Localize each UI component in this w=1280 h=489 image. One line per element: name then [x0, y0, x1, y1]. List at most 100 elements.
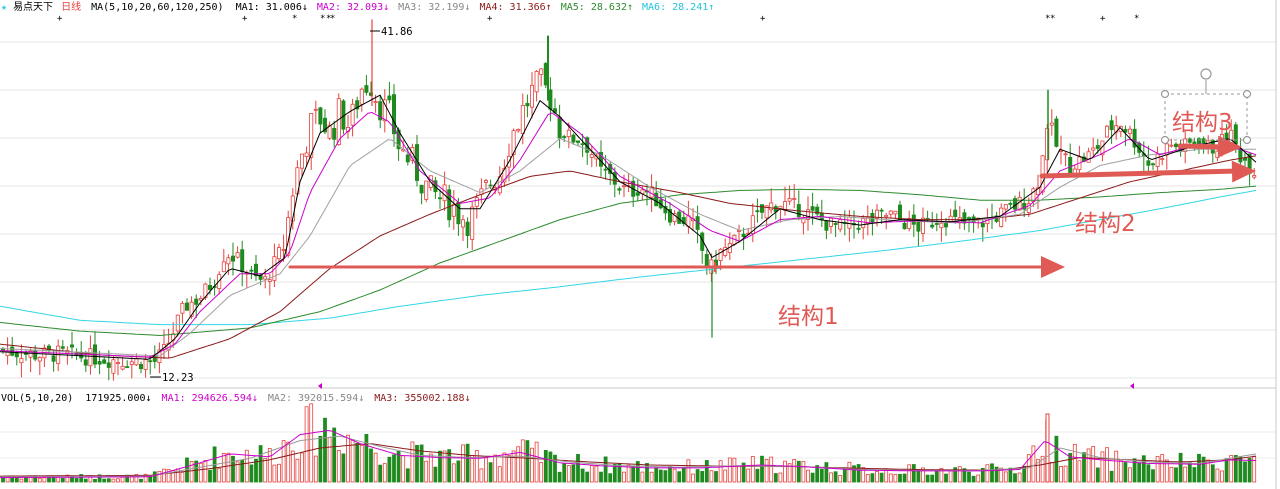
candle-body: [1187, 138, 1192, 143]
candle-body: [1174, 143, 1179, 148]
candle: [460, 215, 465, 241]
candle: [1160, 156, 1165, 166]
candle-body: [355, 100, 360, 110]
candle: [474, 193, 479, 219]
volume-bar: [571, 464, 576, 483]
arrow-head: [1231, 160, 1256, 183]
candle: [672, 210, 677, 226]
candle: [755, 198, 760, 223]
volume-bar: [773, 473, 778, 483]
event-marker: *: [320, 14, 325, 24]
period-label[interactable]: 日线: [61, 0, 81, 13]
stock-name[interactable]: 易点天下: [13, 1, 53, 13]
volume-bar: [852, 465, 856, 483]
candle-body: [235, 252, 240, 258]
candle-body: [723, 247, 728, 256]
candle-body: [548, 89, 553, 110]
candle: [576, 140, 581, 146]
volume-bar: [1059, 466, 1063, 483]
volume-bar: [281, 440, 286, 483]
ma-spec[interactable]: MA(5,10,20,60,120,250): [91, 2, 223, 13]
volume-bar: [194, 460, 199, 483]
event-markers[interactable]: + + * * ** + + * * + *: [57, 14, 1139, 389]
candle-body: [769, 202, 774, 211]
event-marker: +: [57, 14, 63, 24]
candle-body: [350, 103, 355, 126]
event-marker: *: [1134, 14, 1139, 24]
volume-bar: [102, 478, 107, 483]
candle: [1003, 204, 1008, 222]
volume-bar: [1220, 470, 1224, 483]
selection-box[interactable]: [1160, 68, 1252, 145]
candle-body: [580, 143, 585, 146]
candle-body: [83, 359, 88, 366]
volume-bar: [957, 466, 962, 483]
candle: [898, 200, 903, 221]
candle-body: [741, 233, 746, 238]
volume-bar: [300, 452, 304, 483]
candle-body: [1192, 141, 1197, 145]
price-low-label: 12.23: [162, 372, 194, 384]
ma3-line: [0, 137, 1256, 357]
candle: [1146, 145, 1151, 173]
candle-body: [143, 359, 148, 370]
candle: [437, 189, 442, 209]
volume-bar: [681, 467, 686, 483]
candle: [990, 203, 995, 229]
candle-body: [939, 222, 944, 229]
selection-handle: [1242, 89, 1252, 99]
candle: [902, 218, 907, 230]
volume-bar: [916, 470, 921, 483]
volume-bar: [530, 447, 534, 483]
candle: [879, 208, 884, 224]
candle: [1022, 188, 1027, 217]
volume-bar: [323, 417, 327, 483]
volume-bar: [1137, 462, 1142, 483]
candle-body: [456, 201, 461, 225]
volume-bar: [833, 471, 838, 483]
candle-body: [1049, 122, 1054, 126]
svg-text:VOL(5,10,20) 171925.000↓: VOL(5,10,20) 171925.000↓ MA1: 294626.594…: [1, 393, 471, 404]
volume-ma3-line: [0, 443, 1257, 477]
arrow-head: [1041, 256, 1065, 278]
vol-ma1-value: MA1: 294626.594↓: [162, 393, 258, 404]
vol-spec[interactable]: VOL(5,10,20): [1, 393, 73, 404]
volume-bar: [1146, 464, 1151, 483]
volume-bar: [585, 471, 590, 483]
volume-bar: [1, 477, 5, 483]
volume-bar: [106, 478, 111, 483]
volume-bar: [976, 474, 981, 483]
volume-header: VOL(5,10,20) 171925.000↓ MA1: 294626.594…: [1, 393, 471, 404]
volume-bar: [313, 455, 318, 483]
ma1-line: [0, 94, 1257, 360]
candle-body: [944, 223, 949, 228]
volume-bar: [709, 470, 714, 483]
candle-body: [327, 124, 332, 139]
svg-text:★ 易点天下 日线 MA: ★ 易点天下 日线 MA(5,10,20,60,120,250) MA1: 31…: [1, 0, 714, 13]
volume-bar: [415, 444, 419, 483]
volume-bar: [603, 456, 608, 483]
candle: [60, 340, 65, 353]
volume-bar: [226, 452, 231, 483]
volume-bar: [401, 455, 406, 483]
candle: [1045, 124, 1050, 174]
vol-ma2-value: MA2: 392015.594↓: [268, 393, 364, 404]
candle-body: [359, 88, 364, 105]
volume-bar: [686, 459, 691, 483]
volume-bar: [97, 474, 102, 483]
candle-body: [681, 217, 686, 224]
ma4-line: [0, 155, 1257, 359]
volume-bar: [695, 469, 700, 483]
volume-bar: [341, 453, 346, 483]
annotation-structure-3: 结构3: [1172, 110, 1233, 136]
candle-body: [884, 214, 889, 218]
volume-bar: [433, 466, 438, 483]
candle: [833, 222, 838, 237]
candle-body: [120, 365, 125, 370]
volume-bar: [456, 460, 461, 483]
candle-body: [934, 223, 939, 225]
candle-body: [207, 284, 212, 291]
volume-bar: [746, 468, 751, 483]
